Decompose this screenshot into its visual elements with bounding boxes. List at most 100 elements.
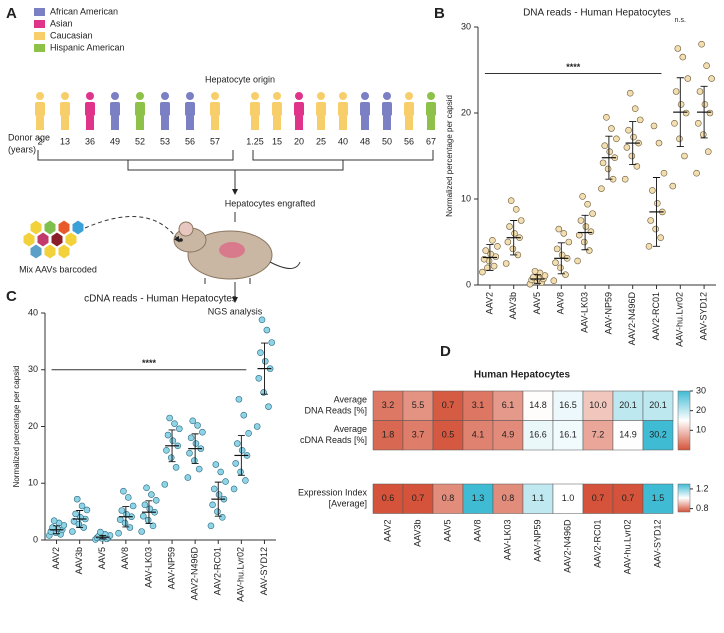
data-point (657, 234, 664, 241)
data-point (677, 101, 685, 108)
data-point (494, 243, 501, 250)
donor-head (383, 92, 391, 100)
donor-body (250, 102, 260, 116)
colorbar-label: 1.2 (696, 483, 709, 493)
heat-cell (612, 390, 644, 421)
data-point (240, 411, 248, 419)
y-tick-label: 30 (461, 21, 471, 31)
data-point (238, 447, 246, 454)
error-bar (237, 435, 245, 476)
cell-label: 4.1 (472, 430, 485, 440)
donor-legs (136, 116, 144, 130)
legend-label: Caucasian (50, 30, 93, 40)
colorbar-label: 10 (696, 425, 706, 435)
cell-label: 20.1 (649, 400, 667, 410)
significance-label: **** (142, 358, 157, 368)
donor-head (61, 92, 69, 100)
cell-label: 6.1 (502, 400, 515, 410)
heat-cell (522, 420, 554, 451)
data-point (552, 259, 559, 266)
data-point (601, 142, 609, 149)
data-point (255, 374, 263, 382)
error-bar (676, 77, 684, 147)
donor-head (339, 92, 347, 100)
cell-label: 0.6 (382, 493, 395, 503)
donor-age: 56 (185, 136, 195, 146)
data-point (172, 464, 180, 471)
error-bar (629, 121, 637, 166)
data-point (191, 457, 198, 464)
y-axis-label: Normalized percentage per capsid (12, 366, 21, 488)
data-point (115, 529, 122, 537)
data-point (138, 528, 145, 535)
data-point (210, 485, 218, 493)
data-point (631, 105, 639, 112)
donor-body (316, 102, 326, 116)
error-bar (486, 244, 494, 271)
age-label: (years) (8, 144, 36, 154)
x-tick-label: AAV-NP59 (166, 547, 176, 589)
data-point (636, 116, 644, 124)
donor-legs (186, 116, 194, 130)
data-point (70, 517, 78, 525)
donor-body (210, 102, 220, 116)
heat-cell (372, 483, 404, 514)
origin-title: Hepatocyte origin (205, 74, 275, 84)
donor-body (338, 102, 348, 116)
donor-legs (383, 116, 391, 130)
data-point (623, 144, 631, 151)
x-tick-label: AAV-hu.Lvr02 (622, 520, 632, 575)
donor-age: 56 (404, 136, 414, 146)
data-point (652, 225, 659, 233)
donor-head (186, 92, 194, 100)
colorbar-label: 0.8 (696, 503, 709, 513)
data-point (123, 511, 130, 518)
donor-legs (339, 116, 347, 130)
heat-cell (642, 390, 674, 421)
data-point (511, 230, 518, 237)
y-tick-label: 0 (466, 279, 471, 289)
data-point (696, 88, 704, 95)
data-point (214, 508, 221, 515)
row-label: DNA Reads [%] (304, 406, 367, 416)
heat-cell (402, 420, 434, 451)
data-point (167, 454, 175, 462)
data-point (169, 437, 177, 444)
donor-age: 20 (294, 136, 304, 146)
data-point (613, 135, 620, 143)
data-point (654, 200, 661, 207)
donor-age: 25 (316, 136, 326, 146)
cell-label: 1.8 (382, 430, 395, 440)
heat-cell (402, 483, 434, 514)
row-label: cDNA Reads [%] (300, 435, 367, 445)
data-point (143, 484, 150, 492)
data-point (235, 395, 243, 403)
data-point (628, 152, 636, 160)
donor-body (60, 102, 70, 116)
data-point (647, 217, 654, 224)
legend-label: Hispanic American (50, 42, 125, 52)
data-point (121, 519, 129, 527)
error-bar (260, 342, 268, 395)
donor-body (110, 102, 120, 116)
data-point (149, 522, 157, 530)
data-point (152, 496, 160, 504)
heat-cell (372, 420, 404, 451)
donor-age: 1.25 (246, 136, 264, 146)
error-bar (214, 481, 222, 517)
x-tick-label: AAV8 (472, 520, 482, 542)
data-point (218, 513, 226, 521)
colorbar (677, 483, 691, 513)
data-point (582, 223, 590, 230)
error-bar (700, 85, 708, 139)
data-point (479, 268, 486, 276)
data-point (671, 120, 678, 127)
x-tick-label: AAV-LK03 (502, 520, 512, 561)
data-point (660, 169, 668, 177)
donor-body (160, 102, 170, 116)
donor-body (185, 102, 195, 116)
x-tick-label: AAV2-RC01 (651, 292, 661, 340)
heat-cell (432, 483, 464, 514)
donor-age: 15 (272, 136, 282, 146)
data-point (694, 120, 702, 127)
